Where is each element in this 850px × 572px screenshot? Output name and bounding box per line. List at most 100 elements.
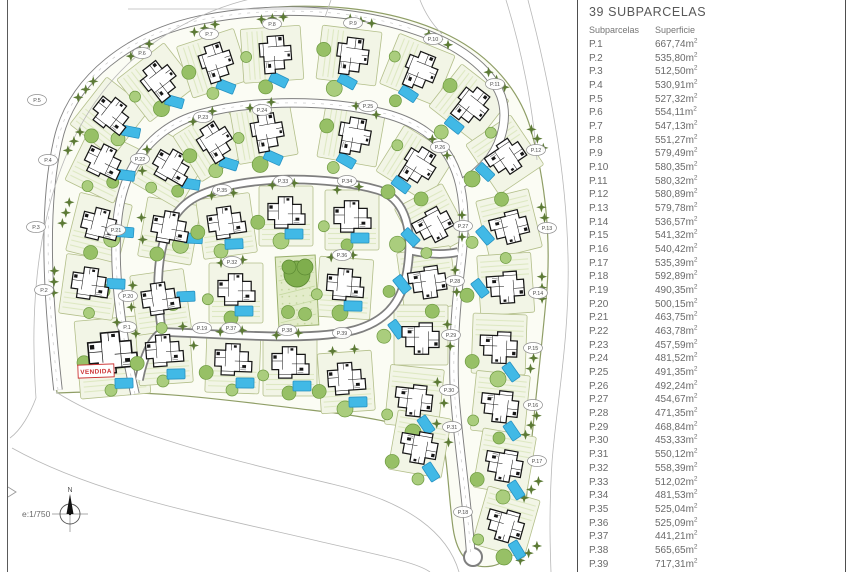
tree-icon [240,51,253,63]
tree-icon [465,236,479,249]
svg-text:P.8: P.8 [268,22,275,28]
subparcel-area: 558,39m2 [655,461,698,474]
tree-icon [459,287,475,303]
subparcel-id: P.1 [589,39,603,50]
site-plan-map: P.1 P.2 P.3 P.4 P.5 P.6 P.7 P.8 P.9 P.10 P.11 P.12 P… [7,0,569,572]
subparcel-area: 554,11m2 [655,106,697,119]
surface-table: P.1 667,74m2 P.2 535,80m2 P.3 512,50m2 P.4 530,… [589,38,839,571]
pool [284,228,304,240]
svg-text:P.3: P.3 [32,225,39,231]
svg-text:P.16: P.16 [528,403,538,409]
subparcel-id: P.9 [589,148,603,160]
pool [350,232,370,244]
plot-label: P.37 [221,322,241,334]
plot-label: P.32 [222,256,242,268]
svg-text:P.28: P.28 [450,279,460,285]
tree-icon [495,489,511,505]
tree-icon [389,94,402,108]
pool [234,305,254,317]
tree-icon [316,42,332,57]
tree-icon [467,414,480,427]
pool [106,277,126,290]
table-row: P.10 580,35m2 [589,161,839,175]
plot-label: P.34 [337,175,357,187]
tree-icon [83,245,98,260]
subparcel-area: 468,84m2 [655,420,698,433]
subparcel-id: P.18 [589,271,609,283]
subparcel-area: 717,31m2 [655,557,698,570]
subparcel-id: P.36 [589,517,609,529]
table-row: P.17 535,39m2 [589,257,839,271]
subparcel-id: P.13 [589,203,609,215]
plot-label: P.8 [262,18,282,30]
svg-text:P.5: P.5 [33,98,40,104]
tree-icon [81,180,94,192]
road-network [43,6,509,567]
tree-icon [411,472,425,486]
subparcel-area: 471,35m2 [655,406,698,420]
scale-label: e:1/750 [22,509,51,519]
subparcel-area: 580,35m2 [655,160,698,174]
svg-text:P.36: P.36 [337,253,347,259]
subparcel-id: P.2 [589,52,603,64]
table-row: P.39 717,31m2 [589,557,839,572]
tree-icon [206,87,220,100]
tree-icon [376,328,392,344]
tree-icon [181,64,197,80]
svg-text:P.24: P.24 [257,108,267,114]
tree-icon [258,79,273,95]
plot-label: P.6 [132,47,152,59]
table-header: Subparcelas Superficie [589,25,839,35]
svg-text:P.32: P.32 [227,260,237,266]
table-row: P.4 530,91m2 [589,79,839,93]
subparcel-area: 463,75m2 [655,311,698,324]
subparcel-id: P.22 [589,326,609,338]
pool [292,380,312,392]
svg-text:P.31: P.31 [447,425,457,431]
tree-icon [389,235,406,253]
svg-text:P.6: P.6 [138,51,145,57]
tree-icon [198,365,214,380]
subparcel-table-panel: 39 SUBPARCELAS Subparcelas Superficie P.… [589,5,839,571]
subparcel-area: 525,09m2 [655,516,698,529]
svg-text:P.25: P.25 [363,104,373,110]
svg-text:P.34: P.34 [342,179,352,185]
plot-label: P.31 [442,421,462,433]
subparcel-id: P.21 [589,312,609,324]
svg-text:P.15: P.15 [528,346,538,352]
table-row: P.16 540,42m2 [589,243,839,257]
subparcel-id: P.27 [589,394,609,406]
column-header-surface: Superficie [655,25,696,35]
tree-icon [310,288,323,301]
table-row: P.2 535,80m2 [589,52,839,66]
subparcel-id: P.26 [589,380,609,392]
table-row: P.37 441,21m2 [589,530,839,544]
plot-label: P.25 [358,100,378,112]
north-arrow-icon: N [52,487,88,532]
subparcel-area: 512,50m2 [655,65,698,78]
tree-icon [149,246,165,262]
subparcel-area: 525,04m2 [655,502,698,515]
svg-text:P.21: P.21 [111,228,121,234]
tree-icon [326,161,340,174]
subparcel-area: 540,42m2 [655,242,698,256]
tree-icon [495,548,513,566]
plot-label: P.9 [343,17,363,29]
column-header-subparcel: Subparcelas [589,25,640,35]
table-row: P.11 580,32m2 [589,175,839,189]
subparcel-id: P.12 [589,189,609,201]
subparcel-area: 541,32m2 [655,229,698,242]
svg-text:P.10: P.10 [428,37,438,43]
star-tree-icon [533,475,544,487]
subparcel-area: 527,32m2 [655,92,698,105]
tree-icon [182,148,198,164]
plot-label: P.14 [528,287,548,299]
subparcel-area: 592,89m2 [655,270,698,283]
subparcel-id: P.14 [589,216,609,228]
tree-icon [225,383,239,397]
plot-label: P.13 [537,222,557,234]
subparcel-id: P.16 [589,244,609,256]
table-row: P.34 481,53m2 [589,489,839,503]
svg-text:P.39: P.39 [337,331,347,337]
tree-icon [391,139,404,152]
